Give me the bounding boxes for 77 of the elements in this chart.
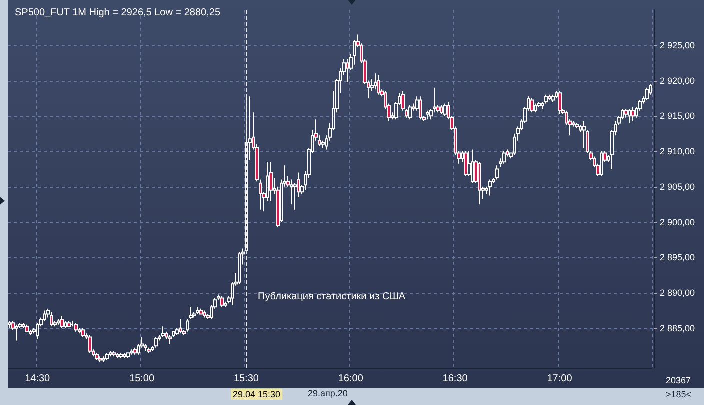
text: 29.04 15:30 <box>233 390 281 400</box>
candlestick <box>408 105 412 120</box>
candlestick <box>57 319 60 326</box>
text: >185< <box>666 390 692 400</box>
x-tick-label: 16:30 <box>442 374 468 384</box>
candlestick <box>495 165 499 180</box>
candlestick <box>126 352 130 359</box>
x-tick-label: 15:00 <box>130 374 155 384</box>
candlestick <box>478 162 481 206</box>
candlestick <box>238 252 241 285</box>
candlestick <box>130 349 133 356</box>
y-tick-label: 2 925,00 <box>660 40 696 50</box>
candlestick <box>269 162 273 202</box>
candlestick <box>199 308 203 315</box>
y-tick-label: 2 890,00 <box>660 288 696 298</box>
candlestick <box>112 350 116 358</box>
candlestick <box>426 110 429 120</box>
y-tick-label: 2 885,00 <box>660 323 696 334</box>
candlestick <box>168 334 172 345</box>
candlestick <box>575 122 579 130</box>
candlestick <box>102 356 105 362</box>
candlestick <box>471 149 474 184</box>
candlestick <box>558 90 562 115</box>
candlestick <box>60 316 64 329</box>
candlestick <box>116 352 119 359</box>
candlestick <box>105 352 109 361</box>
text: 20367 <box>666 376 692 386</box>
candlestick <box>419 96 422 120</box>
candlestick <box>551 94 555 102</box>
chart-title: SP500_FUT 1M High = 2926,5 Low = 2880,25 <box>15 8 221 18</box>
candlestick <box>645 87 649 101</box>
candlestick <box>15 324 18 342</box>
candlestick <box>377 74 380 96</box>
candlestick <box>440 105 443 115</box>
text: 29.апр.20 <box>308 388 348 398</box>
x-tick-label: 17:00 <box>547 374 573 384</box>
y-tick-label: 2 920,00 <box>660 76 696 86</box>
candlestick <box>628 108 631 124</box>
candlestick <box>220 296 224 308</box>
candlestick <box>196 306 199 315</box>
candlestick <box>88 334 92 354</box>
x-tick-label: 15:30 <box>234 374 260 384</box>
candlestick <box>548 94 551 101</box>
candlestick <box>154 336 158 348</box>
y-tick-label: 2 895,00 <box>660 252 696 263</box>
candlestick <box>179 319 182 334</box>
y-tick-label: 2 900,00 <box>660 217 696 228</box>
candlestick <box>50 312 53 328</box>
candlestick <box>600 151 603 177</box>
candlestick <box>443 103 447 117</box>
candlestick <box>161 326 165 338</box>
candlestick <box>98 356 102 362</box>
candlestick <box>189 306 193 320</box>
candlestick <box>74 322 78 332</box>
candlestick <box>203 310 206 318</box>
candlestick <box>530 98 534 114</box>
x-tick-label: 16:00 <box>338 374 364 384</box>
candlestick <box>22 322 25 329</box>
candlestick <box>123 352 126 359</box>
candlestick <box>631 106 635 122</box>
annotation: Публикация статистики из США <box>258 292 406 302</box>
candlestick <box>109 350 112 358</box>
y-tick-label: 2 910,00 <box>660 146 696 156</box>
candlestick <box>133 347 137 356</box>
candlestick <box>67 320 71 328</box>
candlestick <box>8 320 11 329</box>
candlestick <box>81 328 85 338</box>
candlestick <box>502 151 506 164</box>
candlestick <box>147 347 151 354</box>
candlestick <box>95 352 99 361</box>
candlestick <box>119 352 123 359</box>
candlestick <box>186 319 189 332</box>
y-tick-label: 2 905,00 <box>660 182 696 192</box>
candlestick <box>25 324 29 332</box>
candlestick <box>488 179 492 196</box>
x-tick-label: 14:30 <box>25 374 51 384</box>
y-tick-label: 2 915,00 <box>660 111 696 122</box>
